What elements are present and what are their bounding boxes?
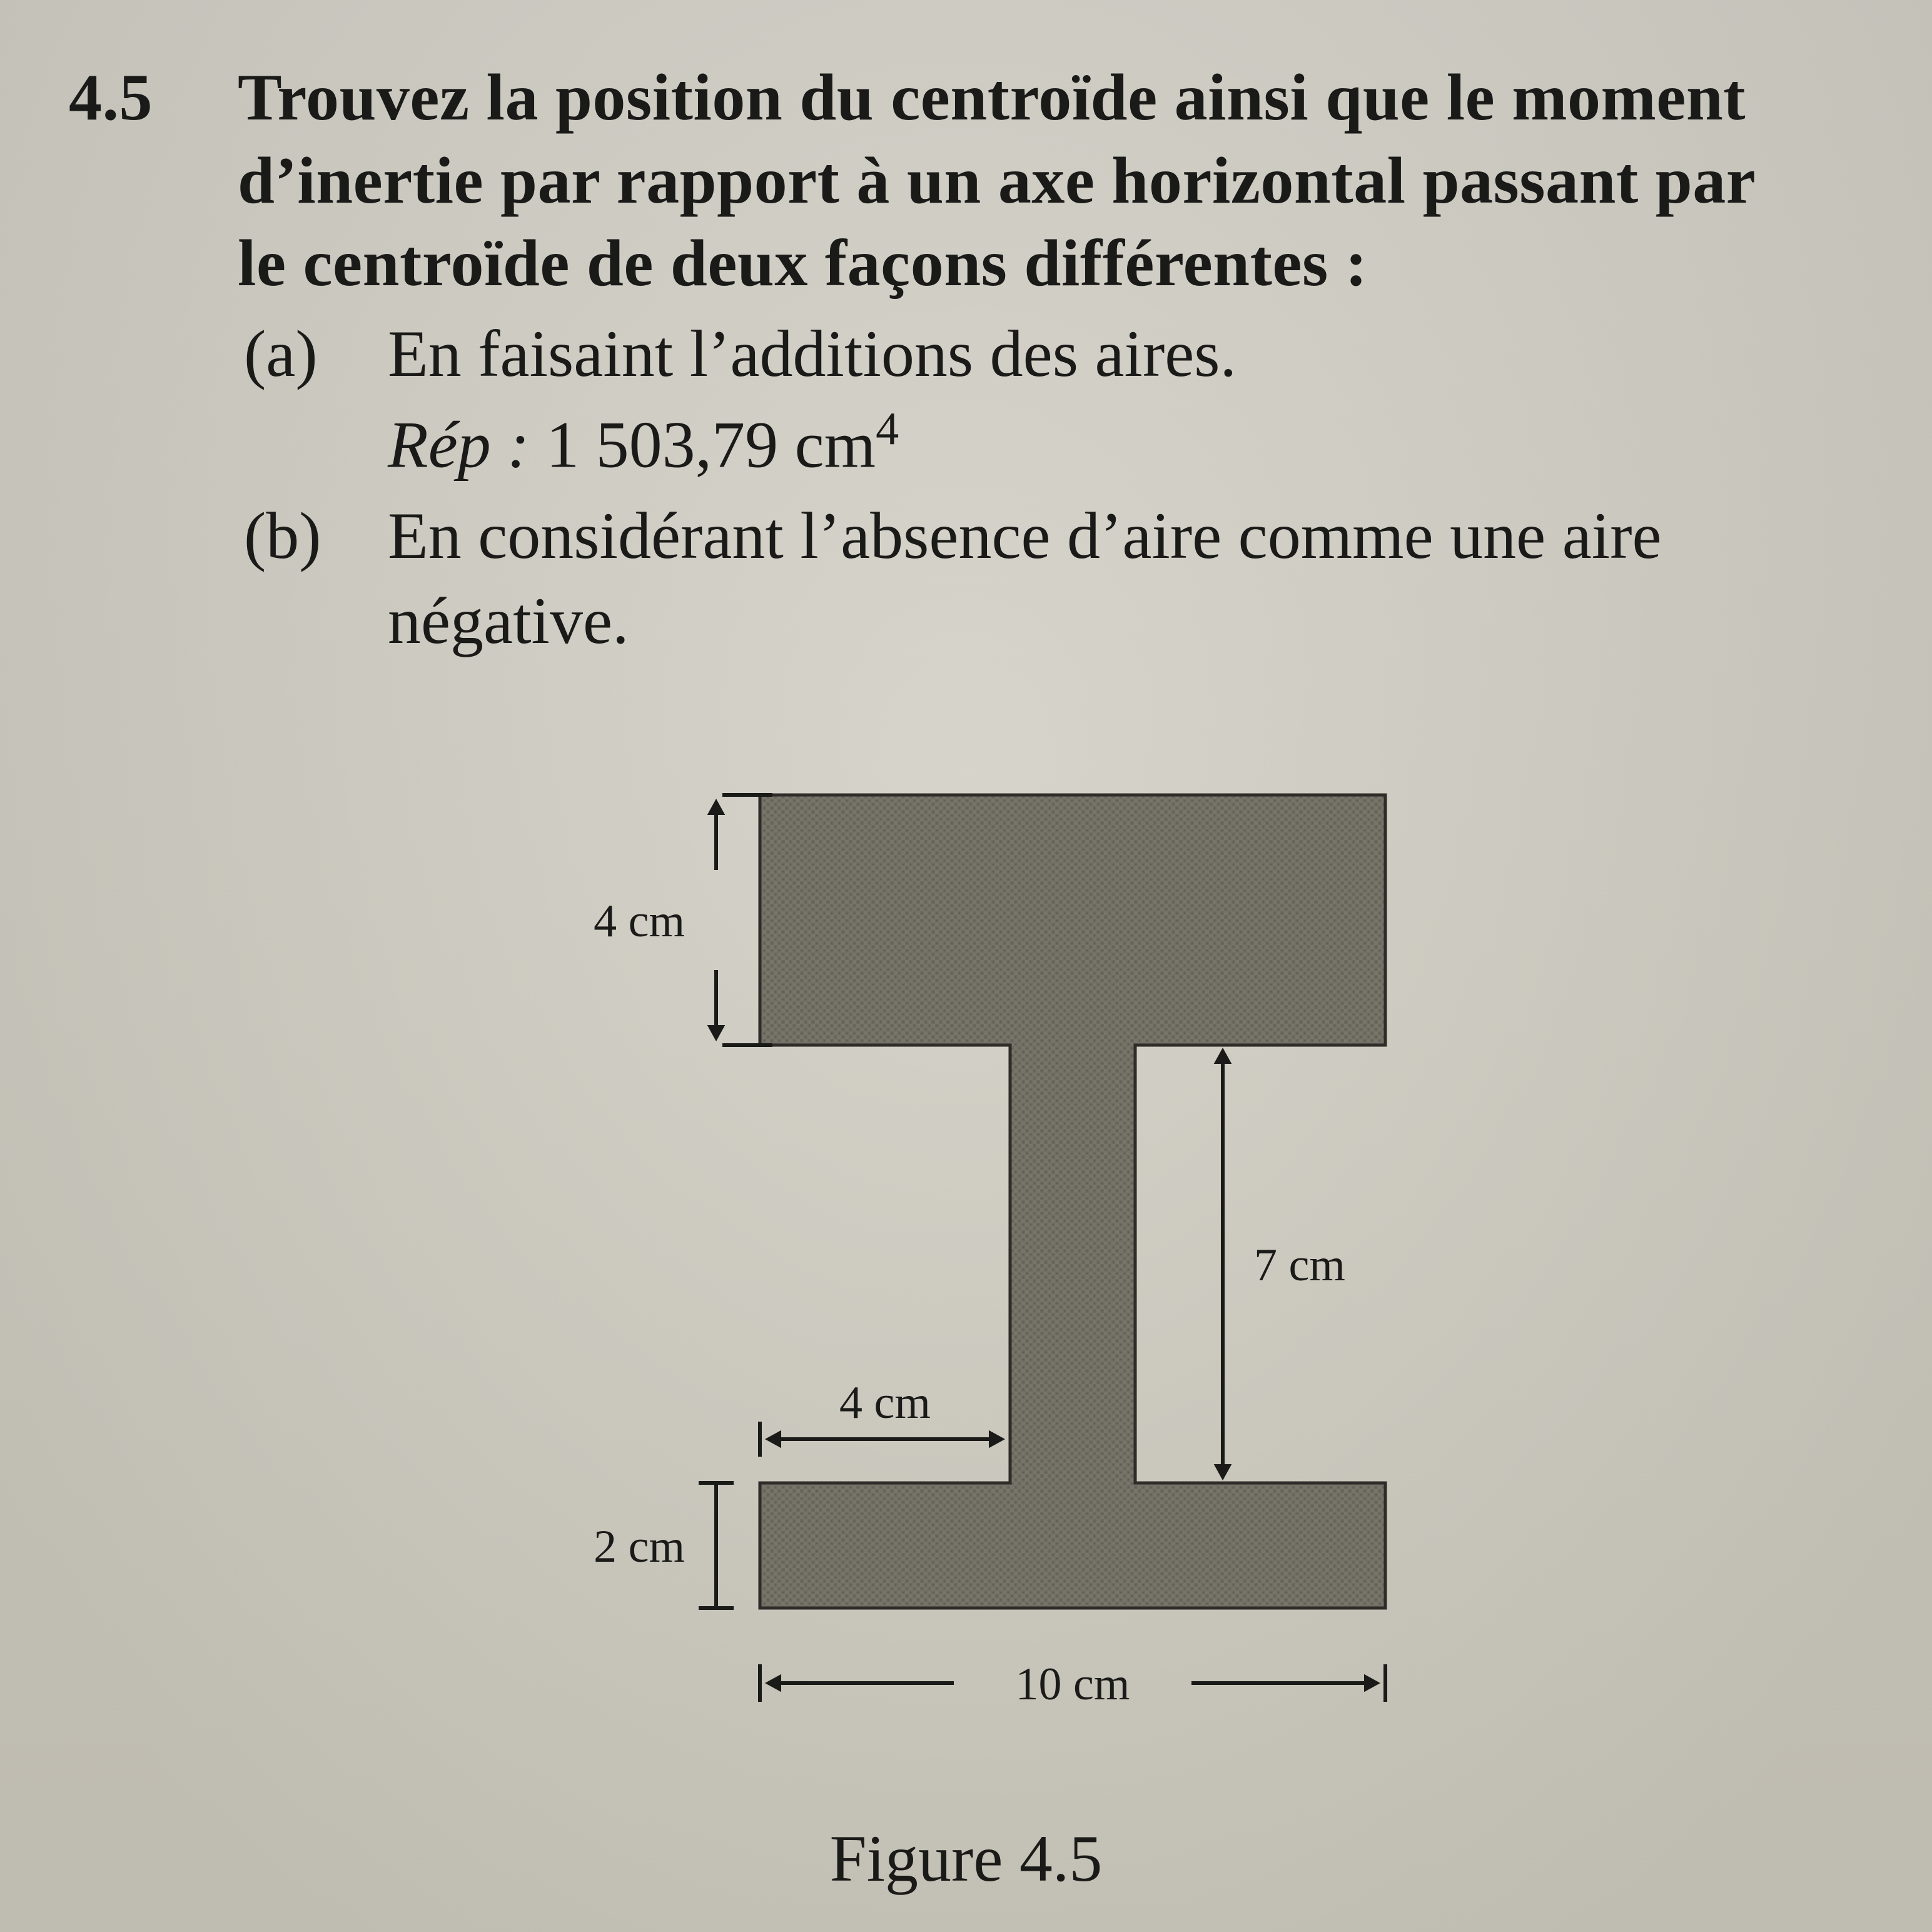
problem-block: 4.5 Trouvez la position du centroïde ain…	[75, 56, 1857, 305]
problem-number: 4.5	[69, 56, 153, 139]
dim-label: 7 cm	[1254, 1240, 1345, 1291]
subitem-a: (a) En faisaint l’additions des aires. R…	[263, 311, 1857, 488]
dim-label: 10 cm	[1015, 1659, 1130, 1710]
dim-label: 4 cm	[839, 1377, 931, 1429]
stem-line: Trouvez la position du centroïde ainsi q…	[238, 56, 1844, 139]
subitem-text: En faisaint l’additions des aires.	[388, 311, 1844, 397]
stem-line: le centroïde de deux façons différentes …	[238, 222, 1844, 305]
figure-svg: 4 cm 2 cm 7 cm 4 cm 10 cm	[372, 720, 1560, 1783]
page: 4.5 Trouvez la position du centroïde ain…	[0, 0, 1932, 1932]
stem-line: d’inertie par rapport à un axe horizonta…	[238, 139, 1844, 223]
answer-prefix: Rép :	[388, 408, 530, 482]
subitem-answer: Rép : 1 503,79 cm4	[388, 400, 1857, 487]
figure-wrap: 4 cm 2 cm 7 cm 4 cm 10 cm Figure 4.5	[75, 720, 1857, 1897]
dim-label: 4 cm	[594, 896, 685, 947]
ibeam-shape	[760, 795, 1385, 1608]
subitem-text: En considérant l’absence d’aire comme un…	[388, 493, 1844, 663]
problem-stem: Trouvez la position du centroïde ainsi q…	[238, 56, 1844, 305]
dim-label: 2 cm	[594, 1521, 685, 1572]
subitem-label: (b)	[244, 493, 321, 579]
figure-caption: Figure 4.5	[75, 1821, 1857, 1897]
answer-exponent: 4	[876, 403, 899, 455]
answer-value: 1 503,79 cm	[546, 408, 876, 482]
subitem-label: (a)	[244, 311, 318, 397]
subitem-b: (b) En considérant l’absence d’aire comm…	[263, 493, 1857, 663]
